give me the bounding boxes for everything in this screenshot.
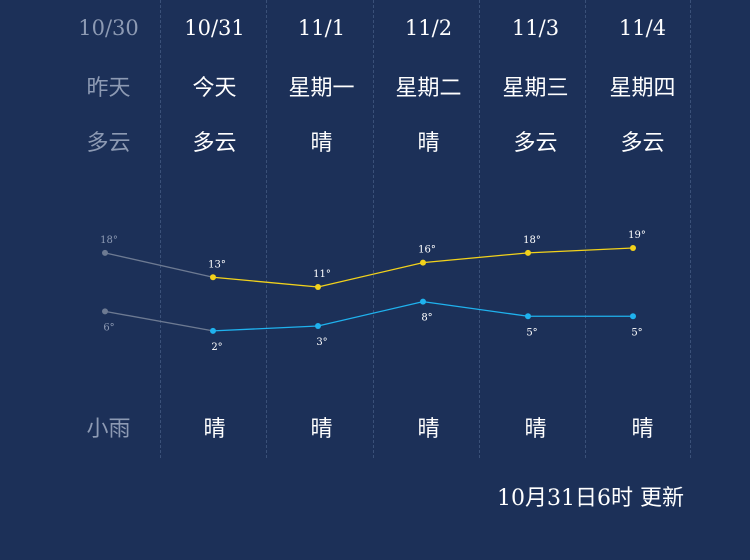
high-temp-point	[630, 245, 636, 251]
high-temp-label: 18°	[100, 235, 118, 246]
low-temp-line-segment	[104, 310, 214, 332]
high-temp-point	[210, 274, 216, 281]
low-temp-point	[525, 313, 531, 320]
high-temp-line-segment	[104, 252, 214, 278]
low-temp-label: 5°	[631, 327, 642, 338]
column-divider	[266, 0, 267, 458]
night-weather: 晴	[417, 417, 440, 442]
high-temp-label: 18°	[523, 235, 541, 246]
day-weekday: 今天	[192, 76, 237, 101]
day-column: 11/2 星期二 晴 晴	[375, 0, 482, 458]
day-date: 11/3	[511, 16, 560, 40]
night-weather: 小雨	[86, 417, 131, 442]
day-weather: 多云	[620, 131, 665, 156]
day-column-yesterday: 10/30 昨天 多云 小雨	[55, 0, 162, 458]
low-temp-label: 3°	[316, 337, 327, 348]
day-weekday: 星期三	[502, 76, 569, 101]
night-weather: 晴	[203, 417, 226, 442]
day-date: 10/31	[184, 16, 245, 40]
day-weekday: 星期四	[609, 76, 676, 101]
update-time: 10月31日6时 更新	[497, 486, 684, 511]
low-temp-line-segment	[317, 300, 424, 327]
day-weather: 晴	[417, 131, 440, 156]
day-weekday: 星期二	[395, 76, 462, 101]
high-temp-point	[420, 259, 426, 266]
high-temp-point	[102, 249, 108, 256]
low-temp-label: 2°	[211, 342, 222, 353]
low-temp-point	[210, 327, 216, 334]
day-weather: 多云	[192, 131, 237, 156]
high-temp-label: 11°	[313, 269, 331, 280]
column-divider	[585, 0, 586, 458]
day-column: 11/1 星期一 晴 晴	[268, 0, 375, 458]
low-temp-label: 6°	[103, 322, 114, 333]
high-temp-label: 16°	[418, 245, 436, 256]
high-temp-point	[525, 249, 531, 256]
low-temp-label: 8°	[421, 313, 432, 324]
high-temp-line-segment	[212, 276, 319, 288]
low-temp-point	[102, 308, 108, 315]
day-column: 11/4 星期四 多云 晴	[589, 0, 696, 458]
day-weekday: 昨天	[86, 76, 131, 101]
column-divider	[690, 0, 691, 458]
column-divider	[373, 0, 374, 458]
high-temp-line-segment	[422, 252, 529, 264]
day-weather: 多云	[513, 131, 558, 156]
day-date: 11/2	[404, 16, 453, 40]
day-column: 11/3 星期三 多云 晴	[482, 0, 589, 458]
high-temp-label: 13°	[208, 259, 226, 270]
day-date: 10/30	[78, 16, 139, 40]
high-temp-line-segment	[527, 247, 634, 254]
night-weather: 晴	[631, 417, 654, 442]
low-temp-point	[630, 313, 636, 320]
night-weather: 晴	[310, 417, 333, 442]
low-temp-line-segment	[422, 300, 529, 317]
high-temp-point	[315, 284, 321, 290]
high-temp-line-segment	[317, 261, 424, 288]
day-date: 11/4	[618, 16, 667, 40]
low-temp-point	[420, 298, 426, 305]
day-weather: 晴	[310, 131, 333, 156]
column-divider	[479, 0, 480, 458]
day-weekday: 星期一	[288, 76, 355, 101]
low-temp-point	[315, 323, 321, 329]
day-column-today: 10/31 今天 多云 晴	[161, 0, 268, 458]
day-date: 11/1	[297, 16, 346, 40]
column-divider	[160, 0, 161, 458]
low-temp-label: 5°	[526, 327, 537, 338]
day-weather: 多云	[86, 131, 131, 156]
low-temp-line-segment	[212, 325, 319, 332]
high-temp-label: 19°	[628, 230, 646, 241]
night-weather: 晴	[524, 417, 547, 442]
